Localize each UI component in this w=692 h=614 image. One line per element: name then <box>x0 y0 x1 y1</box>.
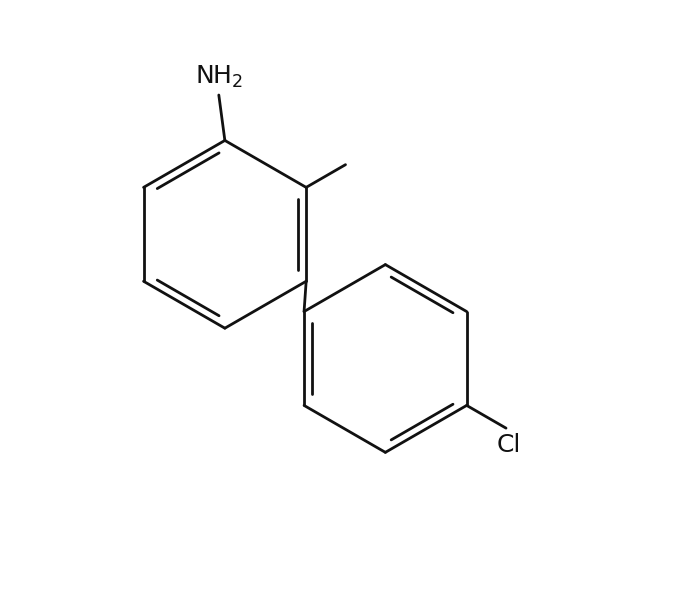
Text: Cl: Cl <box>497 433 521 457</box>
Text: NH$_2$: NH$_2$ <box>194 64 243 90</box>
